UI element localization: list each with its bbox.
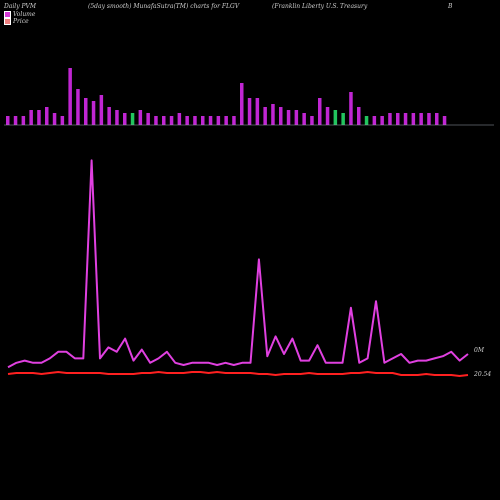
volume-bar xyxy=(52,113,57,125)
legend-volume: Volume xyxy=(4,11,35,18)
volume-end-label: 0M xyxy=(474,347,485,354)
volume-bar xyxy=(84,98,88,125)
volume-bar xyxy=(115,110,119,125)
volume-bars xyxy=(6,68,447,125)
chart-header-right: (Franklin Liberty U.S. Treasury xyxy=(272,3,368,10)
volume-bar xyxy=(403,113,408,125)
legend-volume-label: Volume xyxy=(13,11,36,18)
volume-bar xyxy=(396,113,400,125)
volume-bar xyxy=(45,107,49,125)
legend-price: Price xyxy=(4,18,29,25)
volume-bar xyxy=(154,116,158,125)
volume-bar xyxy=(13,116,18,125)
price-end-label: 20.54 xyxy=(473,371,491,378)
volume-bar xyxy=(325,107,330,125)
chart-header-left: Daily PVM xyxy=(4,3,37,10)
volume-bar xyxy=(372,116,377,125)
volume-bar xyxy=(435,113,439,125)
volume-bar xyxy=(294,110,299,125)
volume-line xyxy=(7,159,469,369)
volume-bar xyxy=(185,116,189,125)
volume-bar xyxy=(442,116,447,125)
volume-bar xyxy=(123,113,127,125)
volume-bar xyxy=(349,92,353,125)
volume-bar xyxy=(201,116,205,125)
volume-bar xyxy=(240,83,244,125)
volume-bar xyxy=(263,107,267,125)
volume-bar xyxy=(380,116,384,125)
volume-bar xyxy=(427,113,431,125)
volume-bar xyxy=(208,116,213,125)
volume-bar xyxy=(6,116,10,125)
volume-bar xyxy=(60,116,65,125)
volume-bar xyxy=(419,113,423,125)
volume-bar xyxy=(162,116,166,125)
volume-bar xyxy=(310,116,314,125)
volume-bar xyxy=(177,113,182,125)
volume-bar xyxy=(388,113,392,125)
volume-bar xyxy=(193,116,197,125)
volume-bar xyxy=(224,116,228,125)
volume-bar xyxy=(286,110,291,125)
volume-bar xyxy=(341,113,345,125)
volume-bar xyxy=(247,98,252,125)
legend-volume-swatch xyxy=(4,11,11,18)
volume-bar xyxy=(364,116,369,125)
volume-bar xyxy=(357,107,361,125)
volume-bar xyxy=(37,110,41,125)
volume-bar xyxy=(21,116,26,125)
volume-bar xyxy=(411,113,416,125)
volume-bar xyxy=(130,113,135,125)
chart-header-far: B xyxy=(448,3,453,10)
volume-bar xyxy=(333,110,338,125)
price-line xyxy=(7,370,469,378)
volume-bar xyxy=(91,101,96,125)
volume-bar xyxy=(255,98,260,125)
volume-bar xyxy=(107,107,111,125)
volume-bar xyxy=(76,89,80,125)
volume-bar xyxy=(232,116,236,125)
legend-price-swatch xyxy=(4,18,11,25)
volume-bar xyxy=(146,113,150,125)
volume-bar xyxy=(29,110,33,125)
volume-bar xyxy=(302,113,306,125)
volume-bar xyxy=(216,116,221,125)
volume-bar xyxy=(279,107,283,125)
legend-price-label: Price xyxy=(13,18,29,25)
volume-bar xyxy=(169,116,174,125)
volume-bar xyxy=(99,95,104,125)
volume-bar xyxy=(318,98,322,125)
volume-bar xyxy=(68,68,72,125)
volume-bar xyxy=(271,104,275,125)
chart-title: (5day smooth) MunafaSutra(TM) charts for… xyxy=(88,3,240,10)
volume-bar xyxy=(138,110,143,125)
